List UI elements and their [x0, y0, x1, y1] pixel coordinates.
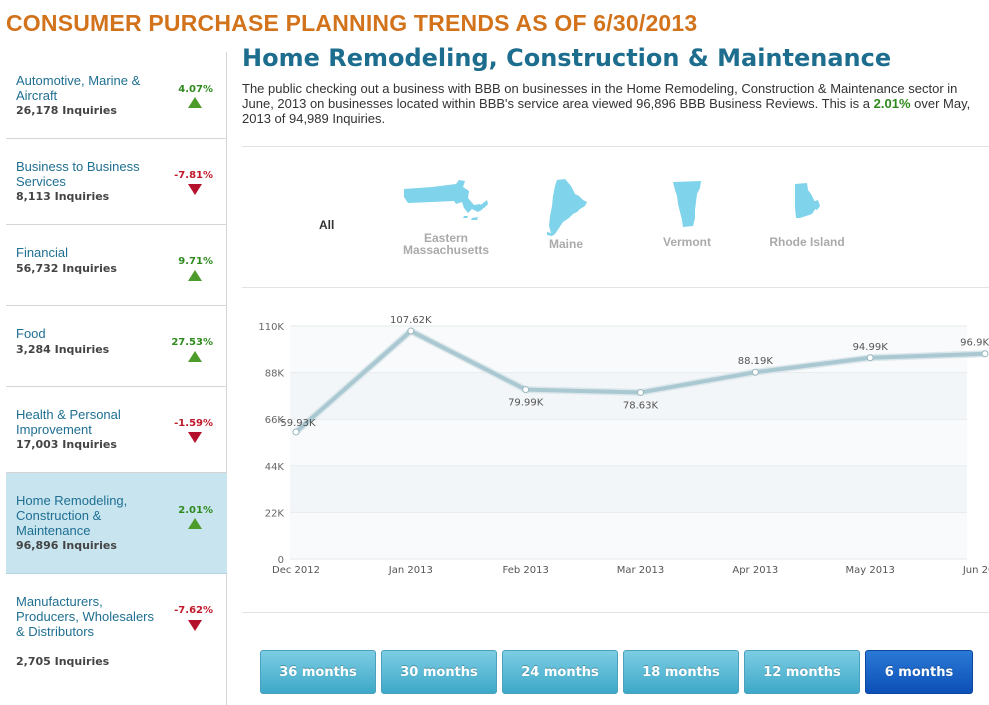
region-eastern-massachusetts[interactable]: Eastern Massachusetts: [390, 178, 502, 256]
sidebar-item-label: Automotive, Marine & Aircraft: [16, 73, 141, 103]
sidebar-item-business-services[interactable]: Business to Business Services 8,113 Inqu…: [6, 139, 227, 225]
range-button-30-months[interactable]: 30 months: [381, 650, 497, 694]
up-arrow-icon: [188, 97, 202, 108]
x-tick-label: Feb 2013: [502, 565, 548, 576]
change-percent: -7.81%: [174, 170, 213, 181]
data-label: 107.62K: [390, 315, 432, 326]
change-percent: 2.01%: [178, 505, 213, 516]
y-tick-label: 66K: [265, 415, 285, 426]
change-percent: 4.07%: [178, 84, 213, 95]
sidebar-item-inquiries: 2,705 Inquiries: [16, 655, 110, 668]
vermont-map-icon: [673, 181, 701, 227]
range-button-24-months[interactable]: 24 months: [502, 650, 618, 694]
region-all-link[interactable]: All: [319, 218, 335, 232]
rhode-island-map-icon: [795, 183, 820, 218]
data-label: 78.63K: [623, 400, 659, 411]
x-tick-label: May 2013: [846, 565, 895, 576]
summary-text: The public checking out a business with …: [242, 81, 982, 126]
up-arrow-icon: [188, 351, 202, 362]
data-point: [866, 354, 874, 362]
y-tick-label: 110K: [258, 322, 284, 333]
x-tick-label: Mar 2013: [617, 565, 665, 576]
sidebar-item-inquiries: 96,896 Inquiries: [16, 539, 117, 552]
sidebar-item-inquiries: 26,178 Inquiries: [16, 104, 117, 117]
range-button-36-months[interactable]: 36 months: [260, 650, 376, 694]
y-tick-label: 0: [278, 555, 284, 566]
sidebar-item-label: Business to Business Services: [16, 159, 140, 189]
y-tick-label: 88K: [265, 369, 285, 380]
y-tick-label: 44K: [265, 462, 285, 473]
summary-text-part: over May, 2013 of 94,989 Inquiries.: [242, 96, 971, 126]
chart-svg: 0 22K 44K 66K 88K 110K Dec 2012 Jan 2013 Feb 201…: [242, 310, 989, 590]
data-point: [292, 428, 300, 436]
section-title: Home Remodeling, Construction & Maintena…: [242, 44, 892, 72]
category-sidebar: Automotive, Marine & Aircraft 26,178 Inq…: [6, 52, 227, 705]
chart-band: [290, 372, 967, 420]
sidebar-item-label: Financial: [16, 245, 69, 260]
sidebar-item-label: Manufacturers, Producers, Wholesalers & …: [16, 594, 154, 639]
x-tick-label: Apr 2013: [732, 565, 778, 576]
inquiries-line-chart: 0 22K 44K 66K 88K 110K Dec 2012 Jan 2013 Feb 201…: [242, 310, 989, 590]
divider: [242, 146, 989, 147]
chart-band: [290, 465, 967, 513]
data-label: 88.19K: [738, 356, 774, 367]
change-percent: 9.71%: [178, 256, 213, 267]
region-maine[interactable]: Maine: [534, 178, 598, 250]
sidebar-item-financial[interactable]: Financial 56,732 Inquiries 9.71%: [6, 225, 227, 306]
change-percent: -7.62%: [174, 605, 213, 616]
sidebar-item-inquiries: 17,003 Inquiries: [16, 438, 117, 451]
summary-percent: 2.01%: [873, 96, 911, 111]
sidebar-item-health[interactable]: Health & Personal Improvement 17,003 Inq…: [6, 387, 227, 473]
data-label: 79.99K: [508, 398, 544, 409]
range-button-18-months[interactable]: 18 months: [623, 650, 739, 694]
sidebar-item-automotive[interactable]: Automotive, Marine & Aircraft 26,178 Inq…: [6, 52, 227, 139]
data-label: 94.99K: [853, 342, 889, 353]
chart-band: [290, 512, 967, 559]
sidebar-item-inquiries: 56,732 Inquiries: [16, 262, 117, 275]
sidebar-item-manufacturers[interactable]: Manufacturers, Producers, Wholesalers & …: [6, 574, 227, 705]
data-point: [981, 350, 989, 358]
down-arrow-icon: [188, 184, 202, 195]
region-rhode-island[interactable]: Rhode Island: [762, 178, 852, 248]
data-label: 59.93K: [280, 418, 316, 429]
sidebar-item-inquiries: 3,284 Inquiries: [16, 343, 110, 356]
x-tick-label: Jun 2013: [962, 565, 989, 576]
x-tick-label: Jan 2013: [388, 565, 433, 576]
region-label: Vermont: [662, 235, 711, 249]
divider: [242, 612, 989, 613]
region-label: Rhode Island: [769, 235, 845, 249]
sidebar-item-inquiries: 8,113 Inquiries: [16, 190, 110, 203]
up-arrow-icon: [188, 270, 202, 281]
data-point: [407, 327, 415, 335]
chart-band: [290, 419, 967, 466]
down-arrow-icon: [188, 620, 202, 631]
time-range-buttons: 36 months 30 months 24 months 18 months …: [260, 650, 975, 694]
divider: [242, 287, 989, 288]
data-point: [751, 368, 759, 376]
region-label: Eastern Massachusetts: [402, 231, 490, 257]
change-percent: 27.53%: [171, 337, 213, 348]
change-percent: -1.59%: [174, 418, 213, 429]
page-title: CONSUMER PURCHASE PLANNING TRENDS AS OF …: [6, 10, 698, 36]
sidebar-item-label: Health & Personal Improvement: [16, 407, 121, 437]
massachusetts-map-icon: [404, 180, 488, 220]
region-vermont[interactable]: Vermont: [654, 178, 720, 248]
down-arrow-icon: [188, 432, 202, 443]
x-tick-label: Dec 2012: [272, 565, 320, 576]
data-point: [637, 388, 644, 396]
summary-text-part: The public checking out a business with …: [242, 81, 958, 111]
range-button-12-months[interactable]: 12 months: [744, 650, 860, 694]
sidebar-item-food[interactable]: Food 3,284 Inquiries 27.53%: [6, 306, 227, 387]
data-label: 96.9K: [960, 338, 989, 349]
y-tick-label: 22K: [265, 508, 285, 519]
range-button-6-months[interactable]: 6 months: [865, 650, 973, 694]
maine-map-icon: [547, 179, 587, 236]
region-label: Maine: [548, 237, 583, 251]
data-point: [522, 386, 530, 394]
sidebar-item-home-remodeling[interactable]: Home Remodeling, Construction & Maintena…: [6, 473, 227, 574]
sidebar-item-label: Food: [16, 326, 46, 341]
sidebar-item-label: Home Remodeling, Construction & Maintena…: [16, 493, 128, 538]
up-arrow-icon: [188, 518, 202, 529]
